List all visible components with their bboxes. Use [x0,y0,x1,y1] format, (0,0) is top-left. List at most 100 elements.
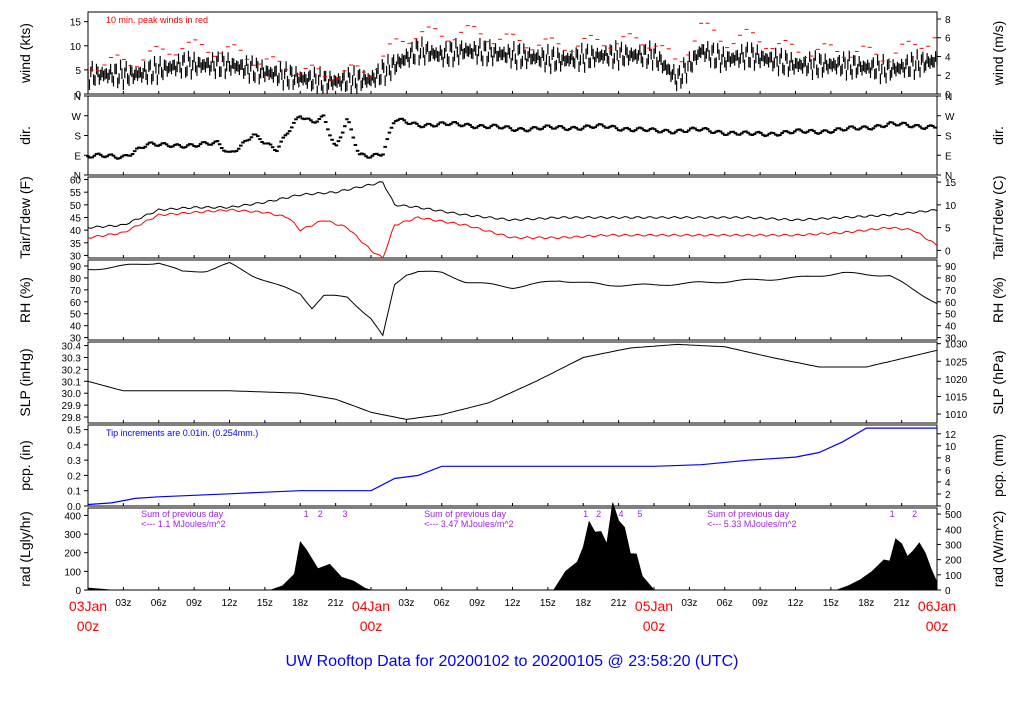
rad-area [87,502,938,591]
ytick-right-label-pcp: 4 [945,478,951,489]
hour-tick-label: 03z [398,598,414,609]
ytick-label-wind: 15 [70,18,82,29]
annotation-wind: 10 min. peak winds in red [106,15,208,25]
ytick-right-label-pcp: 10 [945,442,957,453]
rad-marker: 2 [596,509,601,519]
pcp-line [87,427,937,506]
rad-marker: 5 [637,509,642,519]
ytick-label-dir: S [74,132,81,143]
ytick-label-dir: W [72,112,82,123]
ytick-right-label-rh: 50 [945,310,957,321]
hour-tick-label: 09z [752,598,768,609]
ytick-label-rh: 60 [70,298,82,309]
hour-tick-label: 12z [787,598,803,609]
day-label-date: 05Jan [635,598,673,614]
ytick-label-temp: 50 [70,201,82,212]
ytick-label-slp: 29.9 [62,401,82,412]
ytick-label-temp: 40 [70,226,82,237]
ytick-label-pcp: 0.4 [67,441,81,452]
ylabel-rh: RH (%) [17,277,33,323]
ytick-right-label-pcp: 12 [945,430,957,441]
ylabel-pcp: pcp. (in) [17,440,33,491]
rad-marker: 1 [583,509,588,519]
hour-tick-label: 03z [115,598,131,609]
day-label-date: 06Jan [918,598,956,614]
ytick-label-wind: 5 [75,66,81,77]
hour-tick-label: 18z [575,598,591,609]
ytick-label-rh: 90 [70,262,82,273]
ylabel-right-slp: SLP (hPa) [990,350,1006,414]
day-label-hour: 00z [643,618,666,634]
series-line-temp-0 [87,181,938,229]
ytick-label-pcp: 0.0 [67,502,81,513]
hour-tick-label: 18z [292,598,308,609]
ytick-label-dir: N [74,92,81,103]
ytick-right-label-rh: 30 [945,334,957,345]
chart-title: UW Rooftop Data for 20200102 to 20200105… [286,653,739,670]
ytick-right-label-dir: N [945,171,952,182]
ytick-label-rh: 80 [70,274,82,285]
ytick-right-label-wind: 4 [945,52,951,63]
ytick-label-rad: 300 [64,530,81,541]
series-line-slp-0 [87,343,938,420]
ytick-right-label-temp: 15 [945,178,957,189]
ylabel-rad: rad (Lgly/hr) [17,511,33,586]
ylabel-right-dir: dir. [990,126,1006,145]
ytick-right-label-rad: 0 [945,586,951,597]
hour-tick-label: 21z [894,598,910,609]
ytick-right-label-slp: 1010 [945,410,968,421]
ytick-right-label-rad: 500 [945,510,962,521]
hour-tick-label: 18z [858,598,874,609]
ytick-label-slp: 30.4 [62,342,82,353]
ytick-right-label-slp: 1020 [945,375,968,386]
ytick-label-pcp: 0.1 [67,487,81,498]
ylabel-right-temp: Tair/Tdew (C) [990,175,1006,259]
ytick-right-label-slp: 1030 [945,340,968,351]
ytick-label-slp: 30.0 [62,389,82,400]
ytick-right-label-rh: 40 [945,322,957,333]
hour-tick-label: 09z [469,598,485,609]
hour-tick-label: 03z [681,598,697,609]
hour-tick-label: 15z [823,598,839,609]
ylabel-temp: Tair/Tdew (F) [17,176,33,258]
ylabel-right-pcp: pcp. (mm) [990,434,1006,497]
ytick-right-label-rh: 70 [945,286,957,297]
hour-tick-label: 21z [328,598,344,609]
rad-marker: 1 [304,509,309,519]
ytick-label-rad: 400 [64,511,81,522]
panel-frame-dir [87,95,938,176]
ytick-right-label-dir: W [945,112,955,123]
ytick-right-label-rad: 300 [945,540,962,551]
ytick-label-temp: 45 [70,214,82,225]
ytick-right-label-rh: 60 [945,298,957,309]
rad-note-line1: Sum of previous day [141,509,224,519]
ytick-right-label-dir: N [945,92,952,103]
ytick-right-label-rh: 80 [945,274,957,285]
ytick-right-label-temp: 10 [945,201,957,212]
ytick-label-rad: 100 [64,567,81,578]
hour-tick-label: 06z [717,598,733,609]
day-label-date: 04Jan [352,598,390,614]
hour-tick-label: 15z [540,598,556,609]
ytick-label-rh: 40 [70,322,82,333]
ytick-right-label-pcp: 8 [945,454,951,465]
day-label-hour: 00z [77,618,100,634]
ytick-label-pcp: 0.3 [67,456,81,467]
ytick-label-dir: E [74,151,81,162]
ytick-right-label-dir: E [945,151,952,162]
ytick-right-label-rad: 400 [945,525,962,536]
hour-tick-label: 21z [611,598,627,609]
rad-marker: 2 [318,509,323,519]
ytick-label-pcp: 0.5 [67,426,81,437]
ytick-label-rh: 70 [70,286,82,297]
ylabel-right-wind: wind (m/s) [990,21,1006,87]
panel-frame-slp [87,341,938,424]
rad-note-line1: Sum of previous day [424,509,507,519]
day-label-hour: 00z [360,618,383,634]
series-line-rh-0 [88,261,938,337]
ylabel-right-rad: rad (W/m^2) [990,511,1006,588]
ylabel-right-rh: RH (%) [990,277,1006,323]
annotation-pcp: Tip increments are 0.01in. (0.254mm.) [106,428,258,438]
ytick-right-label-wind: 8 [945,15,951,26]
